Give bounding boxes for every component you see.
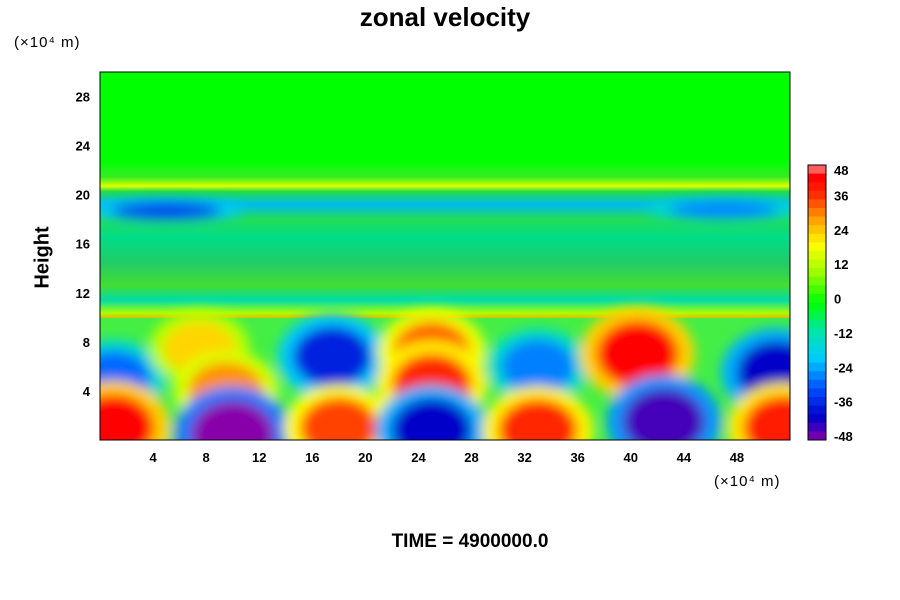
colorbar-segment <box>808 268 826 278</box>
colorbar-segment <box>808 345 826 355</box>
velocity-extremum <box>622 388 705 440</box>
colorbar-segment <box>808 405 826 415</box>
velocity-extremum <box>190 400 275 440</box>
colorbar-segment <box>808 319 826 329</box>
colorbar-segment <box>808 354 826 364</box>
colorbar-segment <box>808 422 826 432</box>
velocity-extremum <box>743 395 790 440</box>
plot-frame <box>99 71 791 441</box>
colorbar-tick-label: 36 <box>834 188 848 203</box>
x-tick-label: 28 <box>464 450 478 465</box>
x-tick-label: 12 <box>252 450 266 465</box>
y-tick-label: 12 <box>76 286 90 301</box>
velocity-extremum <box>501 339 575 394</box>
y-tick-label: 16 <box>76 237 90 252</box>
colorbar-segment <box>808 371 826 381</box>
x-tick-label: 48 <box>730 450 744 465</box>
x-tick-label: 32 <box>517 450 531 465</box>
x-tick-label: 4 <box>149 450 157 465</box>
colorbar-segment <box>808 190 826 200</box>
colorbar-segment <box>808 328 826 338</box>
colorbar-segment <box>808 242 826 252</box>
colorbar-segment <box>808 182 826 192</box>
colorbar-tick-label: 24 <box>834 223 849 238</box>
x-tick-label: 24 <box>411 450 426 465</box>
velocity-extremum <box>299 397 378 440</box>
colorbar-tick-label: -36 <box>834 395 853 410</box>
colorbar-tick-label: 0 <box>834 292 841 307</box>
x-tick-label: 8 <box>203 450 210 465</box>
time-label: TIME = 4900000.0 <box>391 531 549 552</box>
colorbar-tick-label: -24 <box>834 360 854 375</box>
colorbar-segment <box>808 293 826 303</box>
velocity-extremum <box>391 398 472 440</box>
colorbar-segment <box>808 199 826 209</box>
y-tick-label: 28 <box>76 90 90 105</box>
colorbar-segment <box>808 233 826 243</box>
chart-title: zonal velocity <box>359 2 531 32</box>
colorbar-tick-label: -48 <box>834 429 853 444</box>
velocity-extremum <box>596 320 679 388</box>
colorbar-frame <box>807 164 827 441</box>
colorbar-segment <box>808 414 826 424</box>
x-tick-label: 36 <box>570 450 584 465</box>
velocity-extremum <box>100 394 155 440</box>
colorbar-tick-label: -12 <box>834 326 853 341</box>
colorbar-tick-label: 48 <box>834 163 848 178</box>
colorbar-tick-label: 12 <box>834 257 848 272</box>
y-tick-label: 24 <box>76 139 91 154</box>
x-tick-label: 40 <box>624 450 638 465</box>
colorbar-segment <box>808 311 826 321</box>
colorbar-segment <box>808 259 826 269</box>
y-tick-label: 4 <box>83 384 91 399</box>
colorbar-segment <box>808 216 826 226</box>
velocity-extremum <box>668 201 779 218</box>
y-tick-label: 8 <box>83 335 90 350</box>
colorbar-segment <box>808 362 826 372</box>
velocity-field <box>100 72 790 440</box>
colorbar-segment <box>808 397 826 407</box>
colorbar-segment <box>808 165 826 175</box>
colorbar-segment <box>808 379 826 389</box>
colorbar-segment <box>808 431 826 441</box>
velocity-extremum <box>498 398 578 440</box>
velocity-extremum <box>111 202 222 219</box>
y-axis-unit: (×10⁴ m) <box>14 34 81 51</box>
colorbar-segment <box>808 285 826 295</box>
x-tick-label: 16 <box>305 450 319 465</box>
y-tick-label: 20 <box>76 188 90 203</box>
x-tick-label: 20 <box>358 450 372 465</box>
x-tick-label: 44 <box>677 450 692 465</box>
colorbar-segment <box>808 250 826 261</box>
colorbar-segment <box>808 388 826 398</box>
colorbar-segment <box>808 302 826 312</box>
colorbar-segment <box>808 225 826 235</box>
colorbar-segment <box>808 276 826 286</box>
colorbar-segment <box>808 336 826 346</box>
x-axis-unit: (×10⁴ m) <box>714 473 781 490</box>
colorbar-segment <box>808 207 826 218</box>
colorbar-segment <box>808 173 826 183</box>
velocity-extremum <box>293 325 372 388</box>
